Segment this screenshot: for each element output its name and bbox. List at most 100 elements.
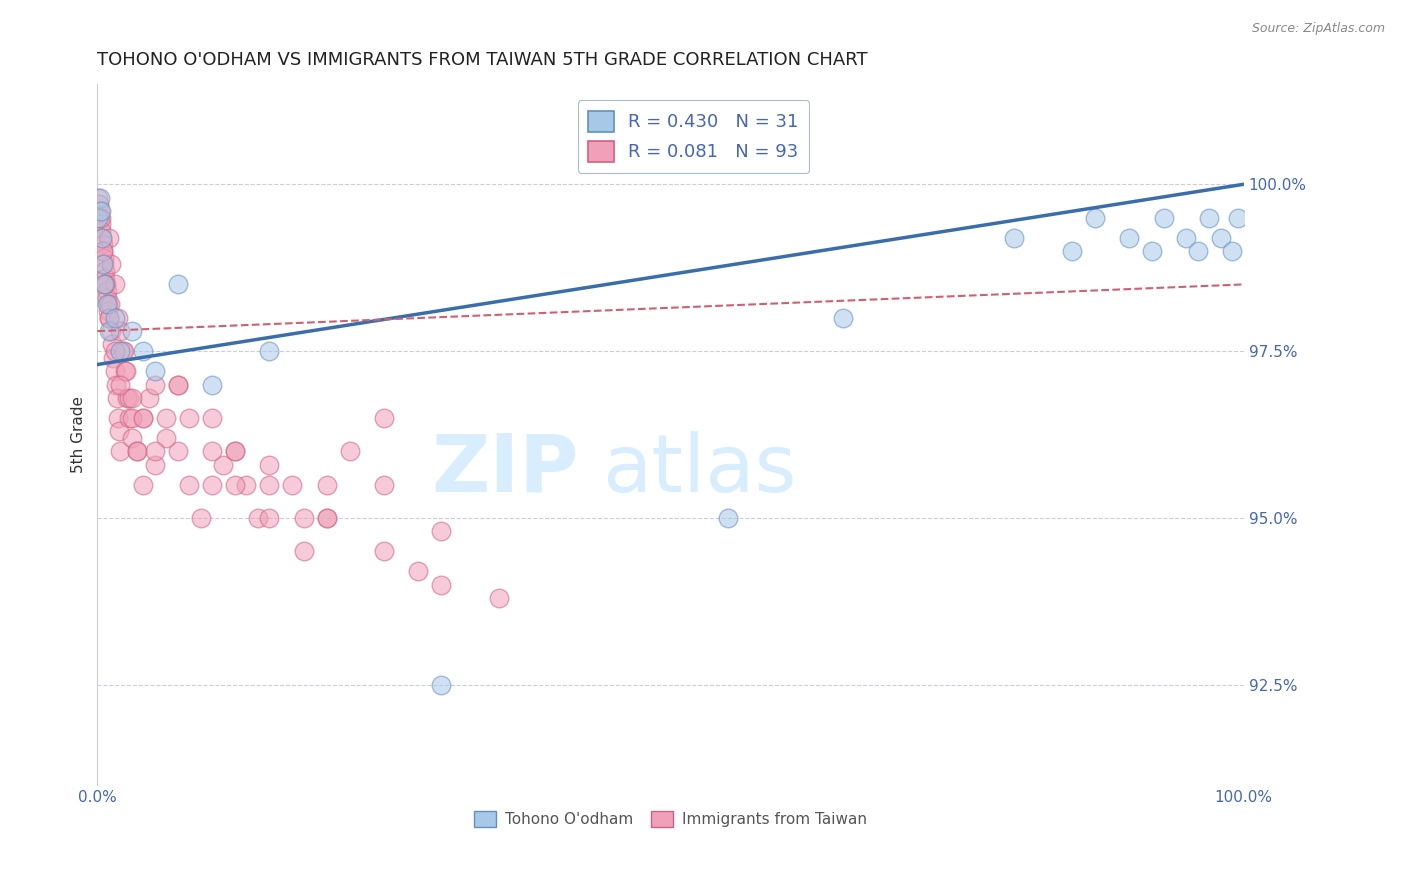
- Point: [91, 244, 114, 258]
- Point: [97, 324, 120, 338]
- Point: [212, 458, 235, 472]
- Point: [121, 324, 143, 338]
- Point: [235, 477, 257, 491]
- Point: [315, 511, 337, 525]
- Point: [101, 337, 124, 351]
- Point: [430, 578, 453, 592]
- Point: [259, 477, 281, 491]
- Point: [408, 565, 430, 579]
- Point: [155, 431, 177, 445]
- Point: [143, 377, 166, 392]
- Point: [224, 444, 246, 458]
- Point: [115, 364, 138, 378]
- Point: [121, 431, 143, 445]
- Point: [138, 391, 160, 405]
- Point: [1140, 244, 1163, 258]
- Point: [100, 324, 122, 338]
- Point: [127, 444, 149, 458]
- Point: [96, 284, 118, 298]
- Point: [132, 344, 155, 359]
- Point: [1060, 244, 1083, 258]
- Point: [1118, 230, 1140, 244]
- Point: [177, 477, 200, 491]
- Point: [259, 511, 281, 525]
- Point: [373, 411, 395, 425]
- Point: [1084, 211, 1107, 225]
- Point: [831, 310, 853, 325]
- Point: [132, 477, 155, 491]
- Point: [373, 477, 395, 491]
- Point: [166, 377, 188, 392]
- Point: [1187, 244, 1209, 258]
- Point: [90, 217, 112, 231]
- Legend: Tohono O'odham, Immigrants from Taiwan: Tohono O'odham, Immigrants from Taiwan: [468, 805, 873, 833]
- Point: [110, 324, 132, 338]
- Y-axis label: 5th Grade: 5th Grade: [72, 396, 86, 473]
- Point: [98, 297, 121, 311]
- Point: [96, 291, 118, 305]
- Point: [93, 251, 115, 265]
- Point: [1220, 244, 1243, 258]
- Point: [97, 297, 120, 311]
- Point: [1175, 230, 1198, 244]
- Point: [132, 411, 155, 425]
- Point: [111, 344, 134, 359]
- Point: [281, 477, 304, 491]
- Point: [90, 211, 112, 225]
- Point: [94, 277, 117, 292]
- Point: [1209, 230, 1232, 244]
- Point: [315, 511, 337, 525]
- Point: [430, 524, 453, 539]
- Point: [90, 204, 112, 219]
- Point: [339, 444, 361, 458]
- Point: [155, 411, 177, 425]
- Point: [93, 277, 115, 292]
- Point: [1004, 230, 1026, 244]
- Point: [201, 377, 224, 392]
- Point: [91, 237, 114, 252]
- Point: [224, 444, 246, 458]
- Point: [103, 310, 125, 325]
- Text: atlas: atlas: [602, 431, 796, 508]
- Point: [717, 511, 740, 525]
- Point: [292, 511, 315, 525]
- Point: [91, 230, 114, 244]
- Point: [201, 444, 224, 458]
- Point: [97, 304, 120, 318]
- Point: [315, 477, 337, 491]
- Point: [89, 191, 111, 205]
- Point: [292, 544, 315, 558]
- Point: [110, 344, 132, 359]
- Point: [143, 364, 166, 378]
- Point: [87, 197, 110, 211]
- Point: [97, 310, 120, 325]
- Point: [143, 444, 166, 458]
- Point: [90, 224, 112, 238]
- Point: [97, 310, 120, 325]
- Point: [105, 391, 128, 405]
- Point: [107, 310, 129, 325]
- Point: [246, 511, 269, 525]
- Point: [94, 277, 117, 292]
- Point: [190, 511, 212, 525]
- Point: [89, 204, 111, 219]
- Point: [110, 444, 132, 458]
- Point: [97, 230, 120, 244]
- Point: [87, 191, 110, 205]
- Point: [132, 411, 155, 425]
- Point: [166, 444, 188, 458]
- Point: [201, 477, 224, 491]
- Point: [1198, 211, 1220, 225]
- Point: [93, 257, 115, 271]
- Point: [143, 458, 166, 472]
- Point: [103, 364, 125, 378]
- Point: [108, 424, 131, 438]
- Point: [1227, 211, 1250, 225]
- Point: [115, 391, 138, 405]
- Point: [110, 377, 132, 392]
- Point: [104, 377, 127, 392]
- Point: [259, 458, 281, 472]
- Text: ZIP: ZIP: [432, 431, 579, 508]
- Point: [91, 244, 114, 258]
- Point: [91, 257, 114, 271]
